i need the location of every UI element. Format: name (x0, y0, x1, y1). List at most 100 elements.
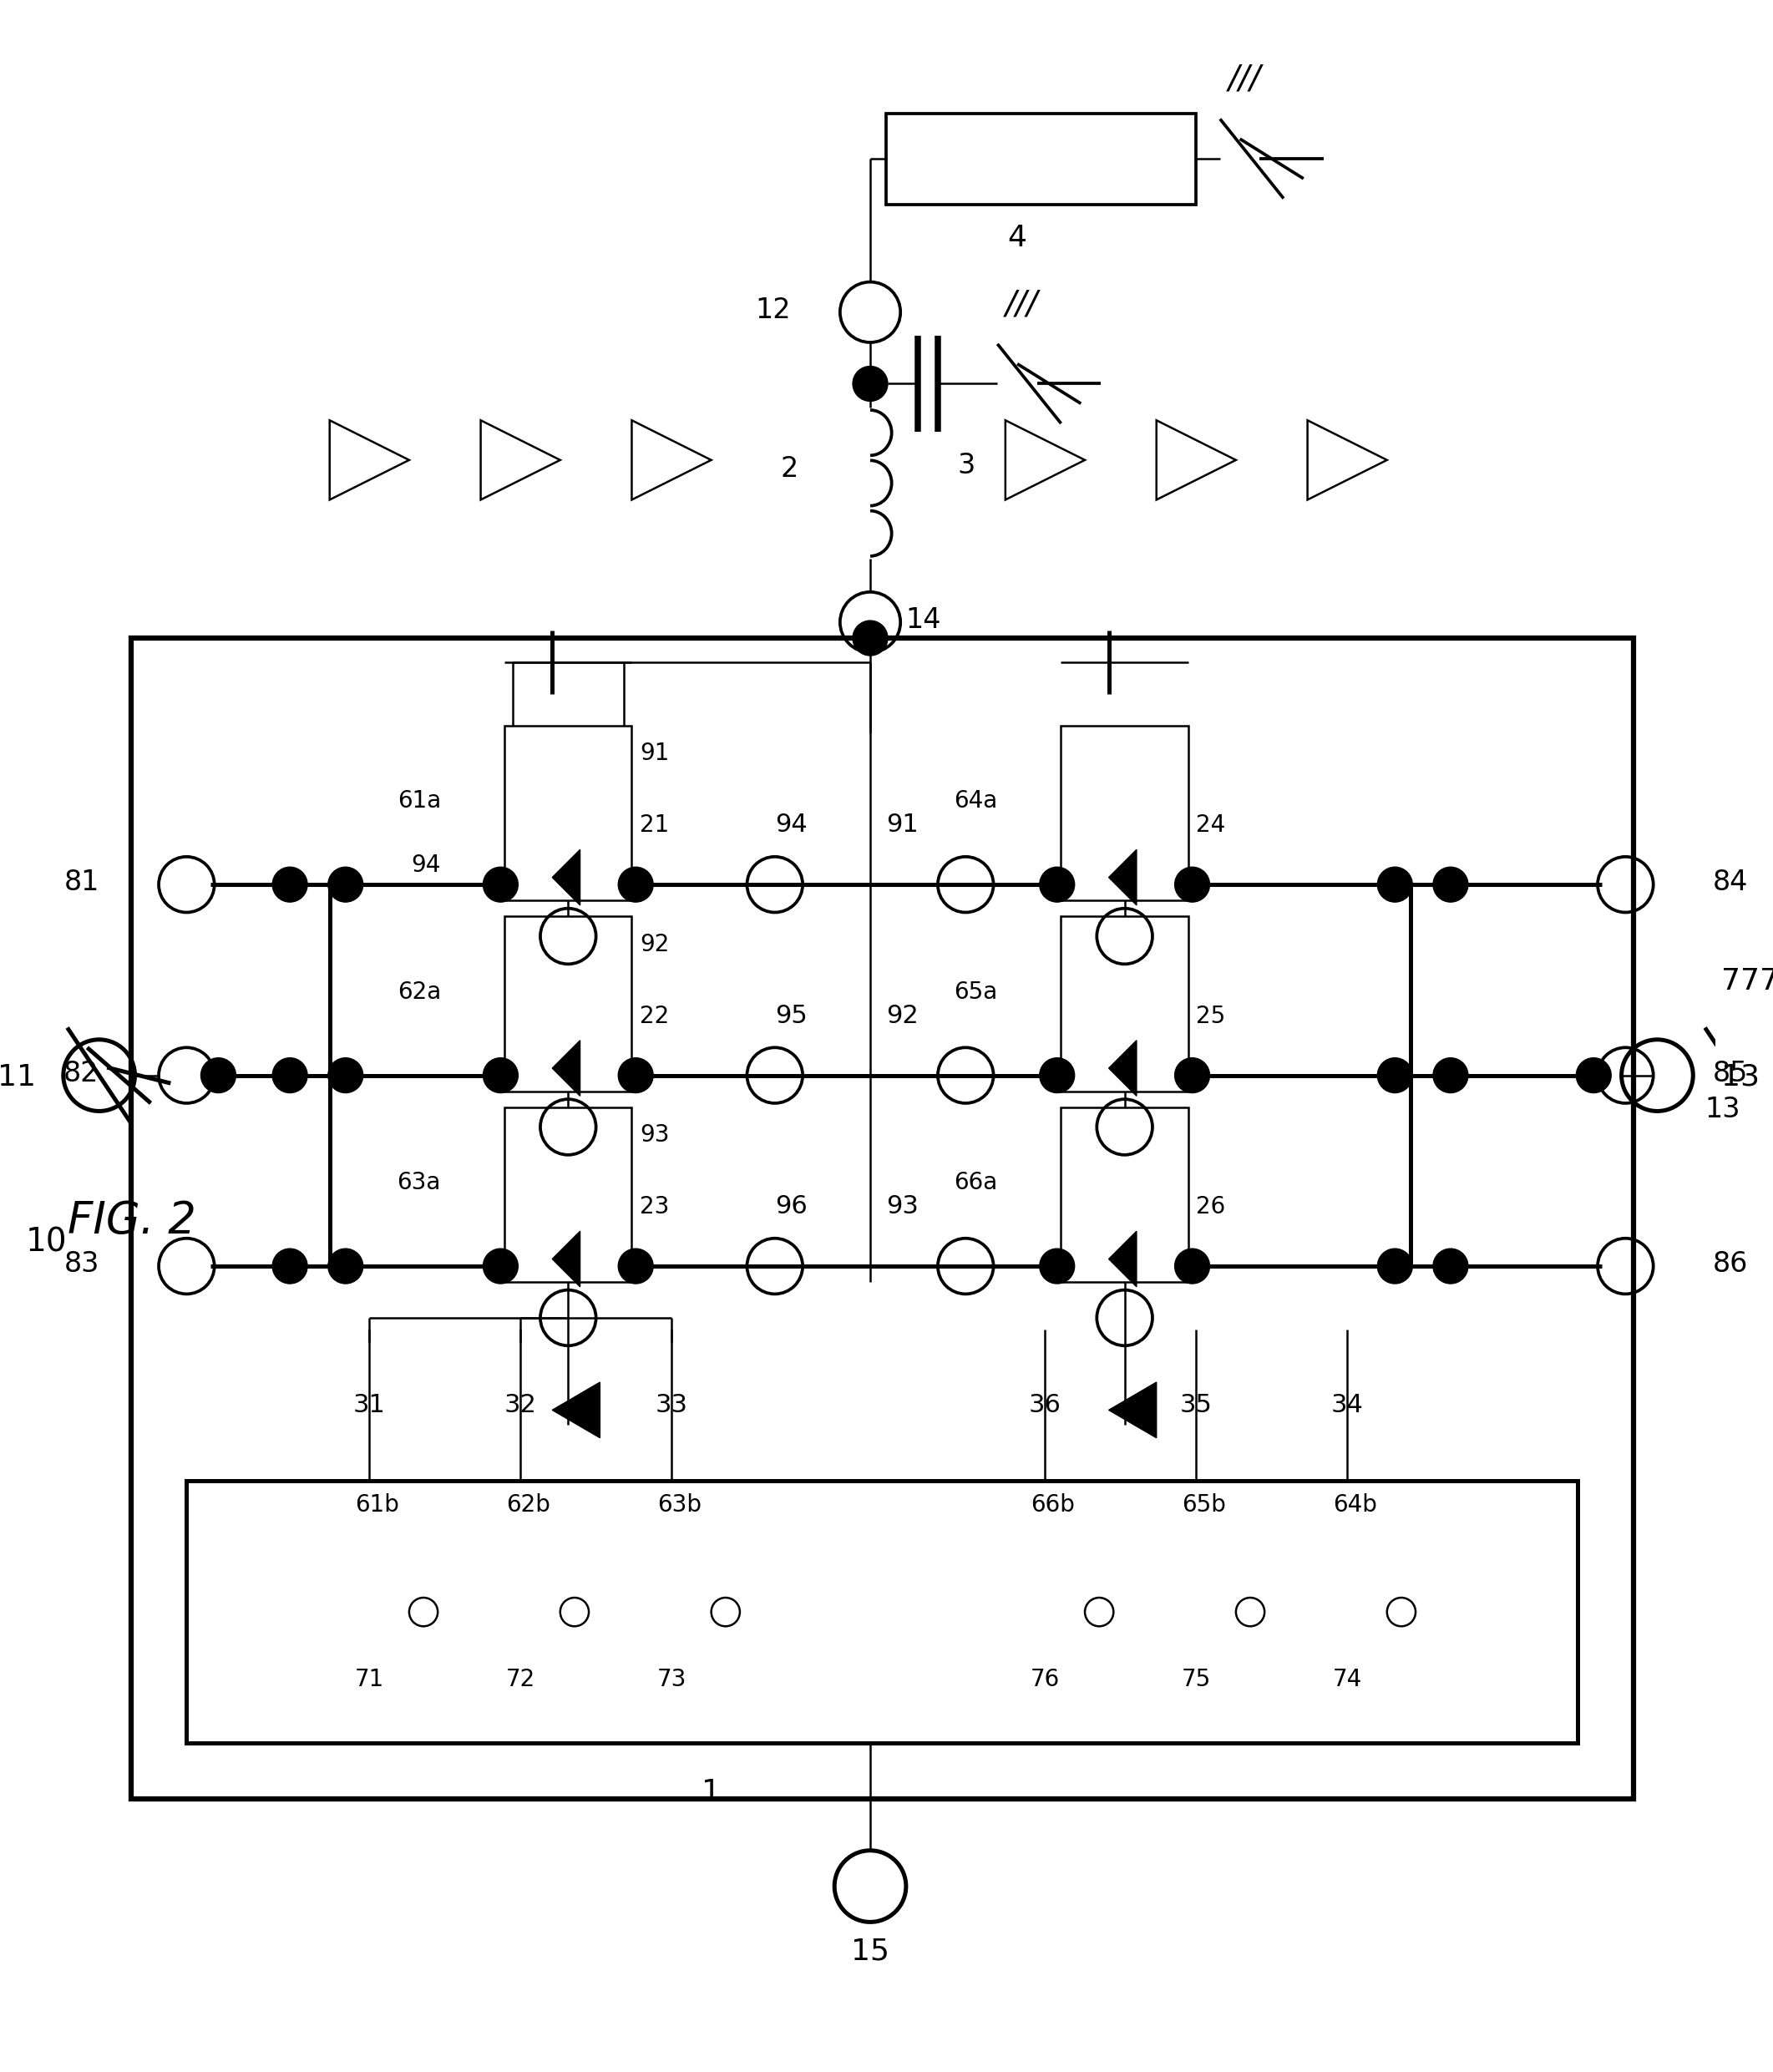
Polygon shape (1108, 850, 1136, 905)
Text: 12: 12 (755, 296, 791, 323)
Bar (1060, 1106, 1188, 1283)
Circle shape (1039, 1249, 1074, 1285)
Circle shape (619, 1059, 652, 1092)
Text: 85: 85 (1713, 1059, 1748, 1088)
Circle shape (1576, 1059, 1612, 1092)
Bar (505, 916, 631, 1092)
Text: 22: 22 (640, 1005, 668, 1028)
Polygon shape (551, 1231, 580, 1287)
Text: 32: 32 (504, 1392, 537, 1417)
Circle shape (1433, 866, 1468, 901)
Polygon shape (1307, 421, 1386, 499)
Circle shape (1039, 866, 1074, 901)
Polygon shape (480, 421, 560, 499)
Polygon shape (330, 421, 410, 499)
Text: 26: 26 (1197, 1196, 1225, 1218)
Circle shape (273, 1059, 307, 1092)
Circle shape (1175, 866, 1209, 901)
Text: 75: 75 (1181, 1668, 1211, 1691)
Text: 21: 21 (640, 814, 668, 837)
Text: 11: 11 (0, 1063, 35, 1092)
Polygon shape (551, 850, 580, 905)
Circle shape (1039, 1059, 1074, 1092)
Text: 24: 24 (1197, 814, 1225, 837)
Text: 96: 96 (775, 1193, 807, 1218)
Text: 13: 13 (1706, 1096, 1741, 1123)
Text: 25: 25 (1197, 1005, 1225, 1028)
Circle shape (1378, 1059, 1413, 1092)
Text: 4: 4 (1007, 224, 1027, 253)
Text: 777: 777 (1722, 968, 1773, 997)
Text: 66a: 66a (954, 1171, 998, 1196)
Circle shape (1378, 1249, 1413, 1285)
Circle shape (482, 1059, 518, 1092)
Text: 64b: 64b (1333, 1494, 1378, 1517)
Text: 62b: 62b (507, 1494, 550, 1517)
Text: 93: 93 (886, 1193, 918, 1218)
Polygon shape (1108, 1382, 1156, 1438)
Circle shape (328, 1059, 363, 1092)
Circle shape (619, 866, 652, 901)
Bar (505, 1106, 631, 1283)
Polygon shape (551, 1040, 580, 1096)
Circle shape (482, 866, 518, 901)
Text: 72: 72 (505, 1668, 535, 1691)
Text: 92: 92 (886, 1003, 918, 1028)
Text: 83: 83 (64, 1251, 99, 1278)
Bar (886, 114, 1197, 205)
Circle shape (619, 1249, 652, 1285)
Polygon shape (1108, 1040, 1136, 1096)
Text: 61a: 61a (397, 789, 441, 812)
Text: 84: 84 (1713, 868, 1748, 897)
Bar (505, 725, 631, 901)
Text: 10: 10 (27, 1227, 67, 1258)
Text: 63b: 63b (658, 1494, 702, 1517)
Polygon shape (631, 421, 711, 499)
Text: 86: 86 (1713, 1251, 1748, 1278)
Text: 31: 31 (353, 1392, 387, 1417)
Text: 65b: 65b (1183, 1494, 1227, 1517)
Text: 91: 91 (886, 812, 918, 837)
Text: 71: 71 (355, 1668, 385, 1691)
Circle shape (1175, 1059, 1209, 1092)
Text: 2: 2 (780, 456, 798, 483)
Bar (1060, 725, 1188, 901)
Text: 34: 34 (1332, 1392, 1363, 1417)
Circle shape (1433, 1059, 1468, 1092)
Text: 74: 74 (1333, 1668, 1362, 1691)
Circle shape (328, 866, 363, 901)
Text: 1: 1 (702, 1778, 722, 1807)
Circle shape (328, 1249, 363, 1285)
Circle shape (482, 1249, 518, 1285)
Text: ///: /// (1229, 64, 1261, 95)
Text: 62a: 62a (397, 980, 441, 1003)
Text: 76: 76 (1030, 1668, 1060, 1691)
Bar (186, 1481, 1578, 1743)
Circle shape (853, 622, 888, 655)
Circle shape (1378, 866, 1413, 901)
Circle shape (200, 1059, 236, 1092)
Text: 65a: 65a (954, 980, 998, 1003)
Text: 14: 14 (906, 607, 941, 634)
Text: 81: 81 (64, 868, 99, 897)
Circle shape (853, 367, 888, 402)
Circle shape (1175, 1249, 1209, 1285)
Text: 94: 94 (775, 812, 807, 837)
Text: 13: 13 (1722, 1063, 1759, 1092)
Text: FIG. 2: FIG. 2 (67, 1200, 195, 1243)
Text: 91: 91 (640, 742, 668, 765)
Text: 15: 15 (851, 1937, 890, 1966)
Circle shape (273, 1249, 307, 1285)
Text: 61b: 61b (355, 1494, 399, 1517)
Text: 63a: 63a (397, 1171, 441, 1196)
Text: 23: 23 (640, 1196, 668, 1218)
Text: 3: 3 (957, 452, 975, 479)
Polygon shape (1156, 421, 1236, 499)
Text: 93: 93 (640, 1123, 670, 1148)
Polygon shape (551, 1382, 599, 1438)
Text: 66b: 66b (1032, 1494, 1074, 1517)
Circle shape (1433, 1249, 1468, 1285)
Text: 94: 94 (411, 854, 441, 876)
Polygon shape (1005, 421, 1085, 499)
Text: 95: 95 (775, 1003, 807, 1028)
